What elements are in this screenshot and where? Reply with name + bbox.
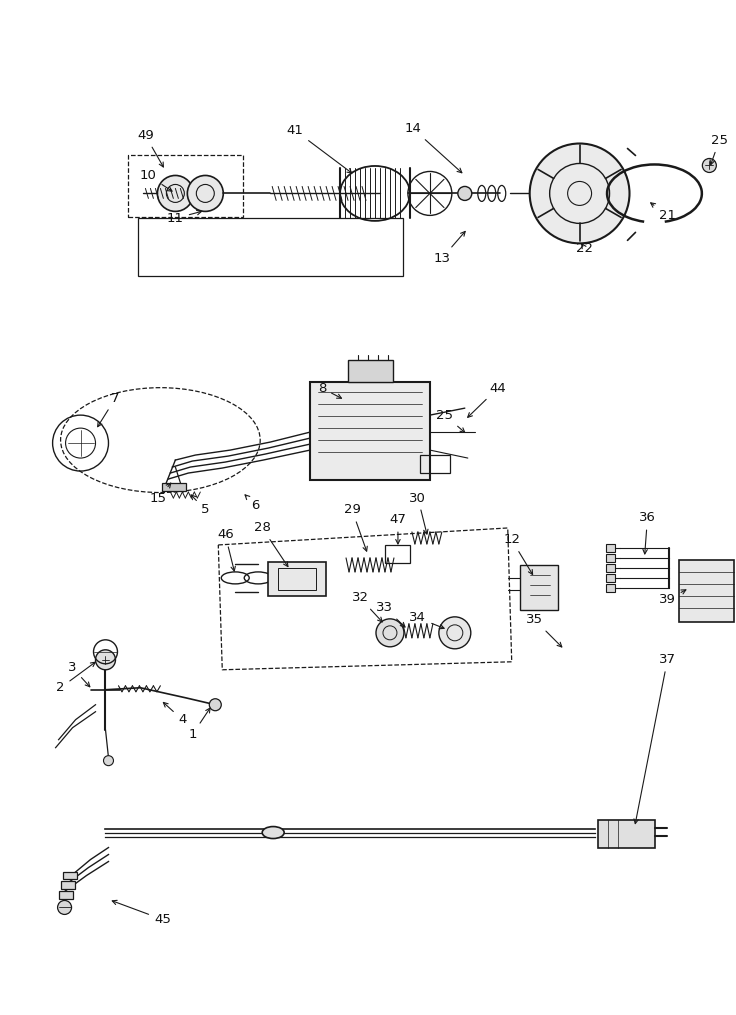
Text: 37: 37 [634,654,676,823]
Circle shape [376,619,404,647]
Text: 41: 41 [287,124,352,173]
Text: 45: 45 [113,900,171,926]
Text: 46: 46 [217,529,236,571]
Text: 7: 7 [98,392,120,426]
Bar [385,545,410,563]
Text: 22: 22 [576,242,593,255]
Circle shape [439,617,471,649]
Text: 47: 47 [389,514,406,544]
Circle shape [57,900,71,915]
Text: 11: 11 [167,210,202,225]
Text: 14: 14 [405,122,461,173]
Text: 34: 34 [409,611,444,628]
Circle shape [104,755,113,765]
Text: 12: 12 [503,534,533,574]
Text: 49: 49 [137,129,163,167]
Text: 29: 29 [344,503,367,551]
Text: 39: 39 [659,590,686,606]
Text: 15: 15 [150,483,171,504]
Bar [679,560,735,622]
Bar [63,872,77,879]
Text: 25: 25 [436,409,464,432]
Bar [278,568,316,590]
Bar [163,483,186,491]
Text: 28: 28 [254,522,288,566]
Bar [348,360,393,383]
Text: 5: 5 [191,495,210,517]
Bar [59,891,73,899]
Text: 36: 36 [639,512,656,554]
Circle shape [530,143,629,244]
Circle shape [158,176,194,211]
Bar [310,383,430,480]
Bar [129,155,243,217]
Bar [598,819,656,848]
Bar [606,544,615,552]
Circle shape [96,650,116,670]
Text: 21: 21 [651,203,676,222]
Text: 25: 25 [710,134,728,164]
Bar [520,565,558,610]
Text: 4: 4 [163,702,186,726]
Bar [606,554,615,562]
Text: 35: 35 [526,613,562,647]
Bar [606,584,615,592]
Text: 2: 2 [57,662,95,694]
Bar [606,564,615,571]
Circle shape [702,158,716,173]
Text: 3: 3 [68,662,90,687]
Circle shape [188,176,223,211]
Circle shape [458,187,472,200]
Text: 32: 32 [352,592,382,622]
Bar [60,881,74,889]
Text: 6: 6 [245,495,259,512]
Text: 44: 44 [467,382,506,417]
Ellipse shape [262,826,284,838]
Bar [420,455,450,473]
Circle shape [209,698,222,710]
Text: 10: 10 [140,168,172,191]
Bar [606,573,615,582]
Text: 13: 13 [434,231,465,265]
Text: 8: 8 [318,382,342,398]
Text: 33: 33 [377,601,405,627]
Text: 1: 1 [188,708,210,741]
Text: 30: 30 [409,491,428,534]
Bar [138,218,403,276]
Bar [268,562,326,596]
